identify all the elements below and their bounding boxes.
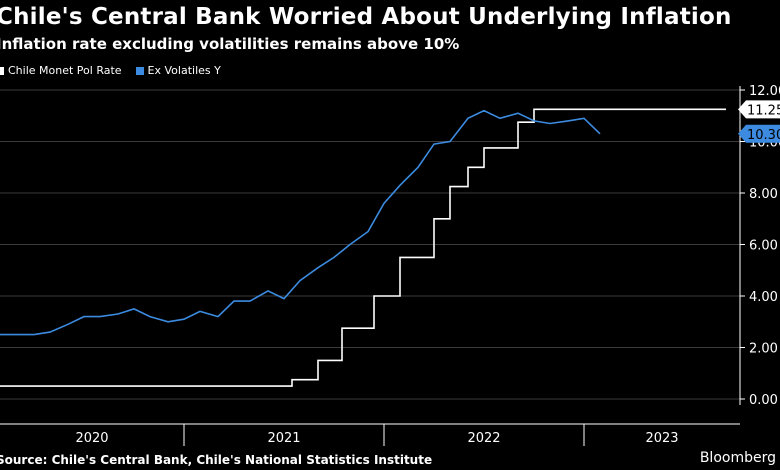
legend-item-ex-volatiles: Ex Volatiles Y — [135, 64, 221, 77]
y-tick-label: 0.00 — [749, 393, 778, 408]
legend-label-policy-rate: Chile Monet Pol Rate — [8, 64, 122, 77]
x-tick-label: 2020 — [75, 431, 108, 446]
y-tick-label: 6.00 — [749, 239, 778, 254]
legend-item-policy-rate: Chile Monet Pol Rate — [0, 64, 122, 77]
chart-legend: Chile Monet Pol Rate Ex Volatiles Y — [0, 64, 235, 77]
series-line-ex-volatiles — [0, 109, 601, 336]
legend-swatch-policy-rate — [0, 66, 4, 75]
y-tick-label: 12.00 — [749, 84, 780, 99]
last-value-tag-policy-rate: 11.25 — [738, 100, 780, 119]
series-line-policy-rate — [0, 108, 726, 387]
last-value-tag-ex-volatiles: 10.30 — [738, 124, 780, 143]
last-value-label: 10.30 — [747, 128, 780, 143]
x-tick-label: 2022 — [467, 431, 500, 446]
y-tick-label: 8.00 — [749, 187, 778, 202]
last-value-tag-shape — [738, 100, 780, 119]
chart-title: Chile's Central Bank Worried About Under… — [0, 4, 732, 30]
x-tick-label: 2023 — [645, 431, 678, 446]
legend-label-ex-volatiles: Ex Volatiles Y — [147, 64, 221, 77]
y-tick-label: 2.00 — [749, 342, 778, 357]
chart-subtitle: Inflation rate excluding volatilities re… — [0, 35, 460, 53]
y-tick-label: 4.00 — [749, 290, 778, 305]
last-value-tag-shape — [738, 124, 780, 143]
last-value-label: 11.25 — [747, 103, 780, 118]
bloomberg-logo: Bloomberg — [699, 450, 776, 466]
x-tick-label: 2021 — [267, 431, 300, 446]
legend-swatch-ex-volatiles — [135, 66, 144, 75]
source-note: Source: Chile's Central Bank, Chile's Na… — [0, 453, 433, 467]
